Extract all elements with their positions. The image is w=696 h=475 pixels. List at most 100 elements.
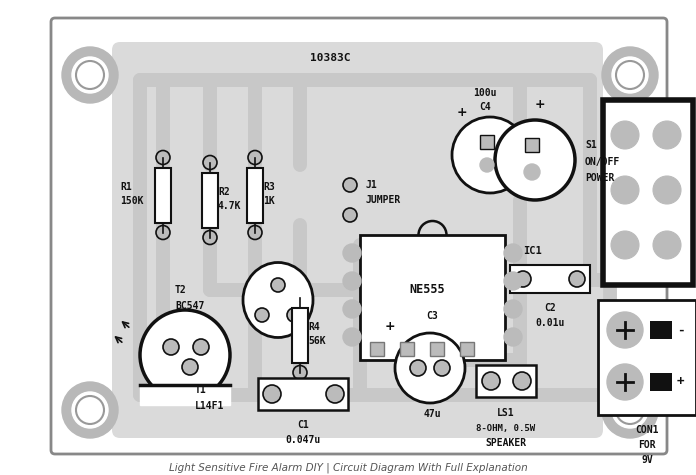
Circle shape — [434, 360, 450, 376]
Circle shape — [255, 308, 269, 322]
Circle shape — [76, 396, 104, 424]
Circle shape — [156, 151, 170, 164]
Circle shape — [62, 382, 118, 438]
Text: Light Sensitive Fire Alarm DIY | Circuit Diagram With Full Explanation: Light Sensitive Fire Alarm DIY | Circuit… — [168, 463, 528, 473]
Text: +: + — [457, 106, 467, 120]
Circle shape — [343, 208, 357, 222]
Circle shape — [602, 382, 658, 438]
Text: C4: C4 — [479, 102, 491, 112]
Circle shape — [524, 164, 540, 180]
Circle shape — [156, 226, 170, 239]
Circle shape — [653, 121, 681, 149]
Text: 47u: 47u — [423, 409, 441, 419]
Circle shape — [612, 57, 648, 93]
Circle shape — [293, 365, 307, 380]
Circle shape — [611, 176, 639, 204]
Text: LS1: LS1 — [497, 408, 515, 418]
Text: NE555: NE555 — [410, 283, 445, 296]
Text: R2: R2 — [218, 187, 230, 197]
Circle shape — [140, 310, 230, 400]
Circle shape — [271, 278, 285, 292]
Circle shape — [248, 151, 262, 164]
Text: BC547: BC547 — [175, 301, 205, 311]
Circle shape — [203, 155, 217, 170]
Circle shape — [263, 385, 281, 403]
Circle shape — [482, 372, 500, 390]
Text: 8-OHM, 0.5W: 8-OHM, 0.5W — [477, 424, 535, 433]
Text: JUMPER: JUMPER — [365, 195, 400, 205]
Bar — [476, 365, 536, 397]
Bar — [603, 100, 693, 285]
FancyBboxPatch shape — [51, 18, 667, 454]
Circle shape — [569, 271, 585, 287]
Circle shape — [607, 364, 643, 400]
Circle shape — [182, 359, 198, 375]
Circle shape — [602, 47, 658, 103]
Bar — [258, 378, 348, 410]
Text: 0.047u: 0.047u — [285, 435, 321, 445]
Circle shape — [495, 120, 575, 200]
Text: +: + — [677, 376, 684, 389]
Text: T1: T1 — [195, 385, 207, 395]
Circle shape — [504, 244, 522, 262]
Circle shape — [163, 339, 179, 355]
Circle shape — [193, 339, 209, 355]
Circle shape — [395, 333, 465, 403]
Text: SPEAKER: SPEAKER — [485, 438, 527, 448]
Circle shape — [343, 178, 357, 192]
Bar — [202, 172, 218, 228]
Circle shape — [410, 360, 426, 376]
Text: C1: C1 — [297, 420, 309, 430]
Circle shape — [343, 300, 361, 318]
Circle shape — [612, 392, 648, 428]
Text: S1: S1 — [585, 140, 596, 150]
Circle shape — [515, 271, 531, 287]
Circle shape — [343, 328, 361, 346]
Circle shape — [248, 226, 262, 239]
Text: 4.7K: 4.7K — [218, 201, 242, 211]
Text: R1: R1 — [120, 182, 132, 192]
Circle shape — [513, 372, 531, 390]
Text: 150K: 150K — [120, 196, 143, 206]
Bar — [598, 300, 696, 415]
Text: C3: C3 — [426, 311, 438, 321]
Text: C2: C2 — [544, 303, 556, 313]
Bar — [460, 342, 474, 356]
Text: +: + — [535, 98, 545, 112]
Bar — [155, 168, 171, 222]
Circle shape — [504, 272, 522, 290]
Text: 0.01u: 0.01u — [535, 318, 564, 328]
Circle shape — [62, 47, 118, 103]
Text: R4: R4 — [308, 322, 319, 332]
Circle shape — [203, 230, 217, 245]
Text: J1: J1 — [365, 180, 377, 190]
Circle shape — [72, 57, 108, 93]
Circle shape — [611, 121, 639, 149]
Circle shape — [504, 300, 522, 318]
Circle shape — [611, 231, 639, 259]
Circle shape — [653, 176, 681, 204]
Circle shape — [653, 231, 681, 259]
Circle shape — [72, 392, 108, 428]
Circle shape — [616, 61, 644, 89]
Bar — [430, 342, 444, 356]
Text: IC1: IC1 — [523, 246, 541, 256]
Circle shape — [480, 158, 494, 172]
Text: FOR: FOR — [638, 440, 656, 450]
Circle shape — [452, 117, 528, 193]
Text: L14F1: L14F1 — [195, 401, 224, 411]
Bar — [525, 138, 539, 152]
Bar — [510, 265, 590, 293]
Text: 9V: 9V — [641, 455, 653, 465]
Circle shape — [616, 396, 644, 424]
Bar — [650, 321, 672, 339]
Text: 56K: 56K — [308, 336, 326, 346]
Bar — [140, 385, 230, 405]
Bar — [292, 307, 308, 362]
Text: CON1: CON1 — [635, 425, 658, 435]
Bar — [360, 235, 505, 360]
Text: R3: R3 — [263, 182, 275, 192]
Circle shape — [293, 291, 307, 304]
Ellipse shape — [243, 263, 313, 338]
Bar — [370, 342, 384, 356]
